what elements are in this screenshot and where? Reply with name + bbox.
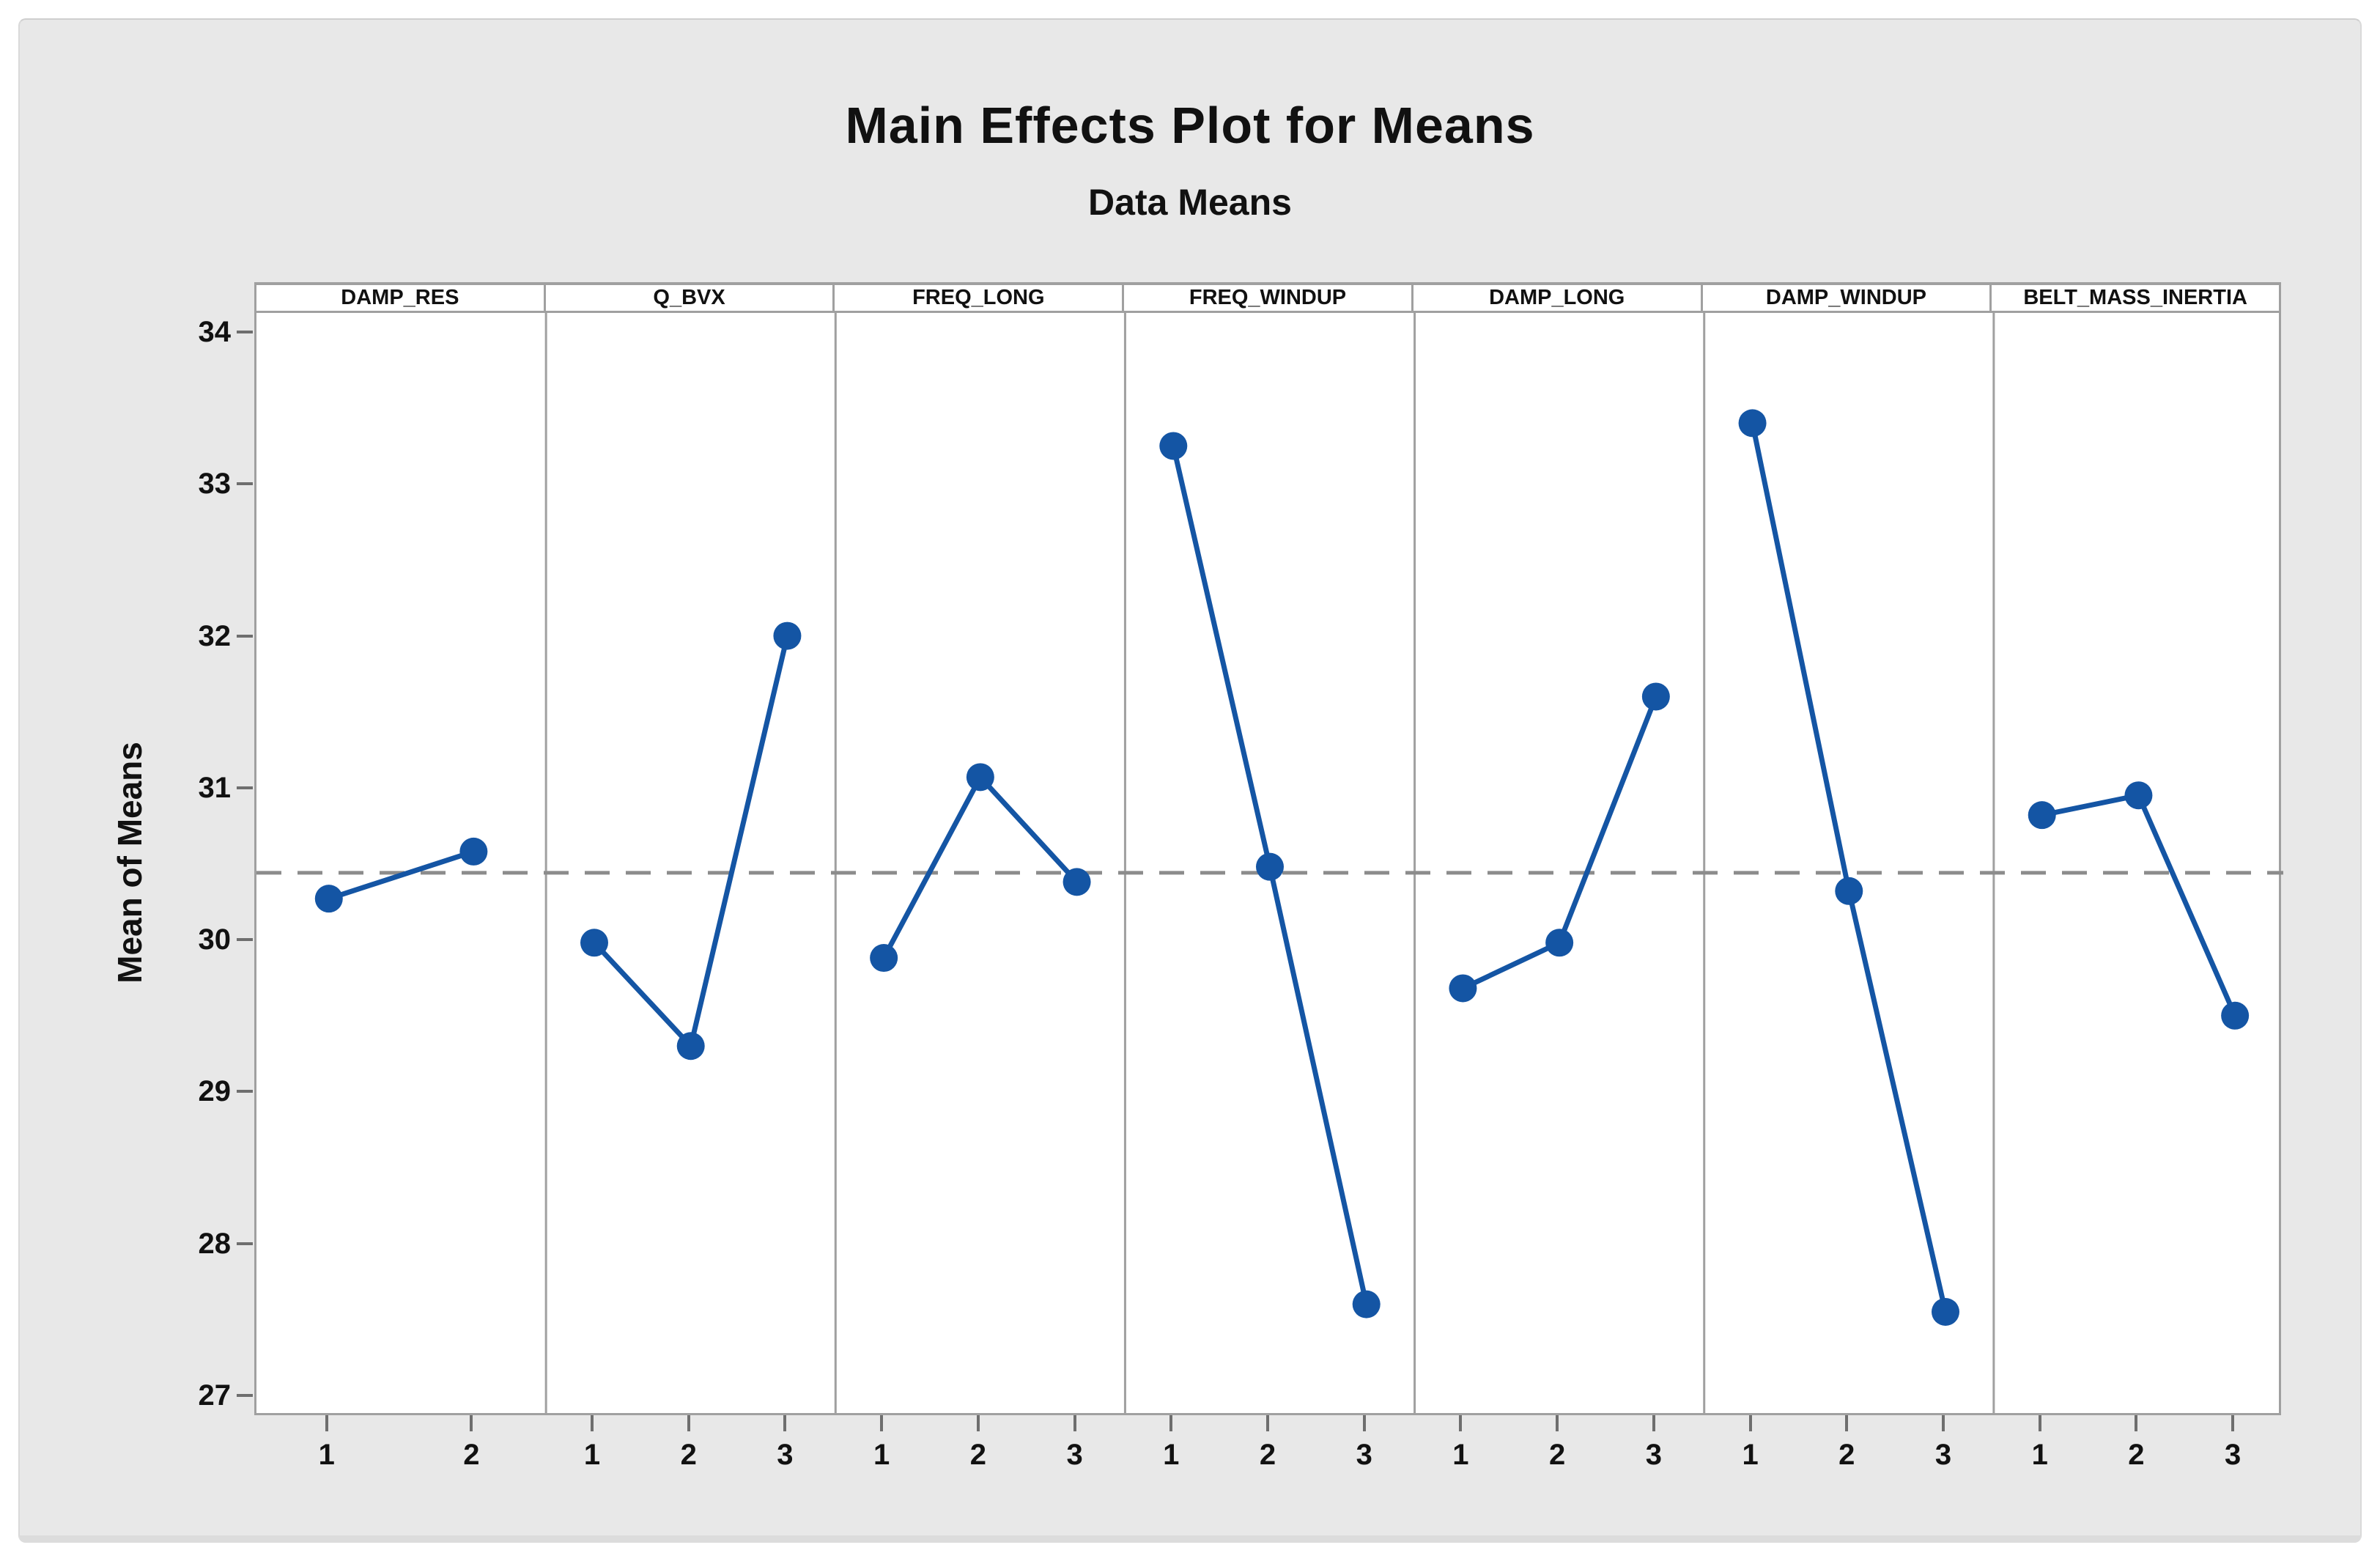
y-tick-mark (237, 482, 253, 486)
data-point-marker (1641, 682, 1670, 711)
x-tick-label: 2 (2128, 1439, 2145, 1471)
series-line (2041, 792, 2238, 1017)
data-point-marker (2221, 1001, 2250, 1030)
x-tick-label: 3 (1356, 1439, 1372, 1471)
x-tick-mark (2135, 1415, 2138, 1431)
x-tick-label: 1 (1163, 1439, 1180, 1471)
panel-header: Q_BVX (546, 285, 835, 311)
data-point-marker (1062, 868, 1091, 896)
x-tick-label: 1 (2031, 1439, 2048, 1471)
x-tick-mark (1266, 1415, 1269, 1431)
x-tick-mark (1748, 1415, 1752, 1431)
y-tick-mark (237, 634, 253, 638)
x-tick-mark (1942, 1415, 1945, 1431)
data-point-marker (2028, 801, 2056, 830)
y-tick-label: 29 (198, 1075, 232, 1108)
data-point-marker (314, 885, 343, 913)
data-point-marker (2124, 781, 2153, 810)
y-tick-label: 34 (198, 316, 232, 348)
x-tick-mark (1169, 1415, 1173, 1431)
data-point-marker (773, 621, 802, 650)
x-tick-mark (1362, 1415, 1366, 1431)
x-tick-mark (325, 1415, 328, 1431)
series-line (592, 635, 790, 1052)
x-tick-mark (591, 1415, 594, 1431)
data-point-marker (1738, 409, 1767, 438)
x-tick-mark (976, 1415, 980, 1431)
x-tick-label: 1 (873, 1439, 890, 1471)
chart-subtitle: Data Means (1088, 182, 1292, 223)
plot-canvas (256, 313, 2283, 1415)
x-tick-mark (880, 1415, 884, 1431)
data-point-marker (1449, 974, 1477, 1003)
series-line (328, 849, 475, 901)
data-point-marker (1159, 432, 1188, 460)
panel-header: BELT_MASS_INERTIA (2023, 286, 2247, 309)
y-tick-mark (237, 1090, 253, 1093)
x-tick-mark (1845, 1415, 1849, 1431)
data-point-marker (580, 929, 608, 957)
x-tick-mark (1459, 1415, 1463, 1431)
chart-title: Main Effects Plot for Means (845, 97, 1535, 154)
series-line (882, 772, 1079, 959)
y-tick-mark (237, 331, 253, 333)
data-point-marker (1256, 852, 1284, 881)
chart-figure: Main Effects Plot for Means Data Means M… (18, 18, 2362, 1543)
x-tick-label: 3 (777, 1439, 794, 1471)
x-tick-label: 3 (2225, 1439, 2242, 1471)
data-point-marker (1835, 877, 1863, 905)
data-point-marker (870, 944, 898, 973)
x-tick-label: 2 (680, 1439, 697, 1471)
series-line (1750, 422, 1948, 1313)
x-tick-label: 3 (1934, 1439, 1952, 1471)
x-tick-mark (1556, 1415, 1559, 1431)
y-tick-label: 27 (198, 1379, 232, 1412)
panel-header: FREQ_WINDUP (1124, 285, 1413, 311)
y-tick-label: 31 (198, 771, 232, 804)
data-point-marker (1352, 1290, 1381, 1318)
y-tick-mark (237, 1242, 253, 1245)
x-tick-mark (1652, 1415, 1655, 1431)
y-tick-mark (237, 786, 253, 789)
x-tick-mark (1073, 1415, 1076, 1431)
y-tick-label: 28 (198, 1227, 232, 1260)
y-tick-label: 33 (198, 468, 232, 501)
y-tick-mark (237, 1394, 253, 1397)
data-point-marker (966, 763, 994, 792)
panel-header-row: DAMP_RES Q_BVX FREQ_LONG FREQ_WINDUP DAMP_LO… (254, 282, 2281, 313)
panel-header: DAMP_WINDUP (1703, 285, 1992, 311)
x-tick-label: 2 (1259, 1439, 1276, 1471)
x-tick-mark (470, 1415, 473, 1431)
y-tick-label: 32 (198, 619, 232, 652)
panel-header: DAMP_LONG (1413, 285, 1703, 311)
x-tick-label: 1 (318, 1439, 335, 1471)
x-tick-label: 1 (1452, 1439, 1469, 1471)
plot-area (254, 313, 2283, 1415)
x-tick-label: 1 (1742, 1439, 1759, 1471)
x-tick-label: 2 (463, 1439, 480, 1471)
x-tick-label: 3 (1066, 1439, 1083, 1471)
x-tick-label: 1 (583, 1439, 601, 1471)
panel-header: FREQ_LONG (835, 285, 1125, 311)
x-tick-mark (2231, 1415, 2235, 1431)
y-tick-label: 30 (198, 923, 232, 956)
x-tick-mark (783, 1415, 787, 1431)
panel-header: DAMP_RES (256, 285, 546, 311)
x-tick-label: 2 (969, 1439, 986, 1471)
x-tick-label: 2 (1549, 1439, 1566, 1471)
data-point-marker (1932, 1297, 1959, 1326)
y-tick-mark (237, 938, 253, 942)
data-point-marker (676, 1032, 705, 1061)
x-tick-label: 2 (1838, 1439, 1855, 1471)
x-tick-mark (687, 1415, 690, 1431)
x-tick-mark (2038, 1415, 2041, 1431)
data-point-marker (459, 837, 488, 866)
data-point-marker (1545, 929, 1574, 957)
x-tick-label: 3 (1645, 1439, 1662, 1471)
